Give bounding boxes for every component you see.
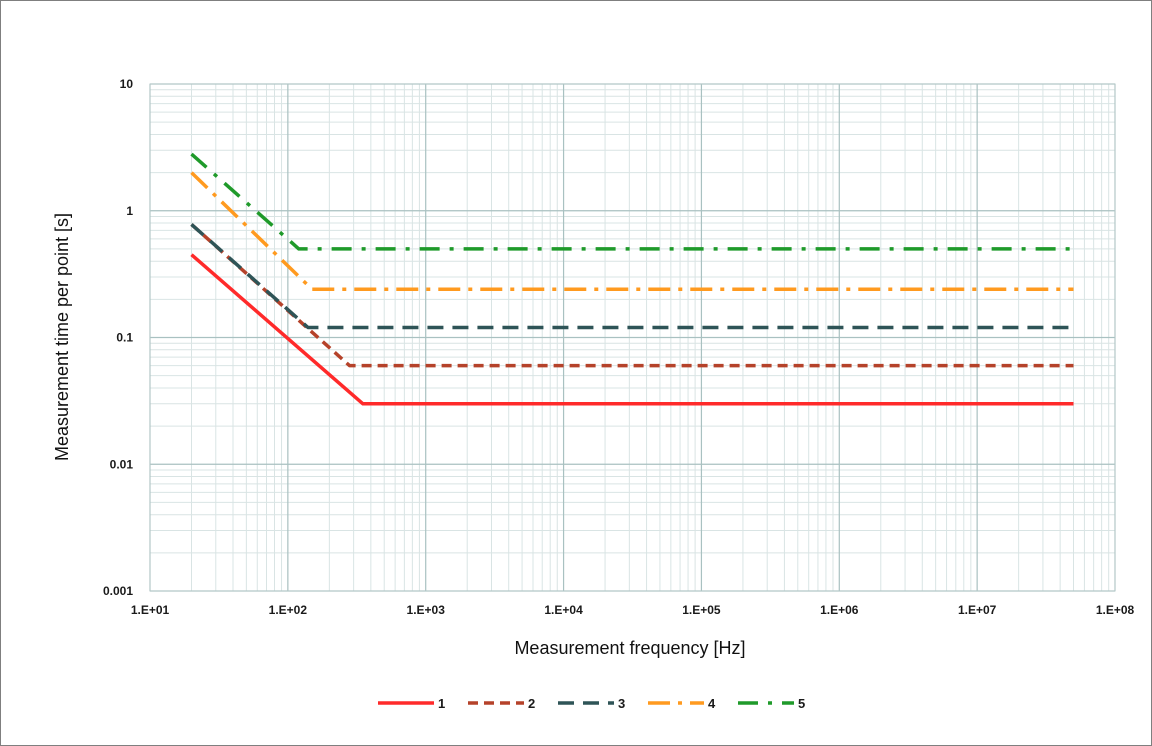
series-line-2: [190, 223, 1074, 368]
series-line-4: [190, 171, 1074, 292]
legend-label-3: 3: [618, 696, 625, 711]
legend-label-1: 1: [438, 696, 445, 711]
x-axis-title: Measurement frequency [Hz]: [514, 638, 745, 658]
x-tick-label: 1.E+06: [820, 603, 859, 617]
y-tick-label: 1: [126, 204, 133, 218]
x-tick-label: 1.E+04: [544, 603, 583, 617]
x-tick-labels: 1.E+01 1.E+02 1.E+03 1.E+04 1.E+05 1.E+06 1.E+…: [131, 603, 1135, 617]
y-tick-label: 0.01: [110, 457, 134, 471]
series-line-3: [190, 223, 1074, 330]
legend-label-4: 4: [708, 696, 716, 711]
legend-label-5: 5: [798, 696, 805, 711]
x-tick-label: 1.E+05: [682, 603, 721, 617]
legend-label-2: 2: [528, 696, 535, 711]
legend: 1 2 3 4 5: [378, 696, 805, 711]
y-tick-label: 10: [120, 77, 134, 91]
x-tick-label: 1.E+08: [1096, 603, 1135, 617]
y-tick-label: 0.001: [103, 584, 133, 598]
series-line-1: [190, 253, 1074, 406]
major-grid: [149, 83, 1116, 592]
y-tick-label: 0.1: [116, 331, 133, 345]
x-tick-label: 1.E+01: [131, 603, 170, 617]
x-tick-label: 1.E+07: [958, 603, 997, 617]
series-layer: [190, 152, 1074, 406]
plot-border: [149, 83, 1116, 592]
x-tick-label: 1.E+02: [269, 603, 308, 617]
x-tick-label: 1.E+03: [407, 603, 446, 617]
y-tick-labels: 10 1 0.1 0.01 0.001: [103, 77, 133, 598]
y-axis-title: Measurement time per point [s]: [52, 213, 72, 461]
series-line-5: [190, 152, 1074, 251]
